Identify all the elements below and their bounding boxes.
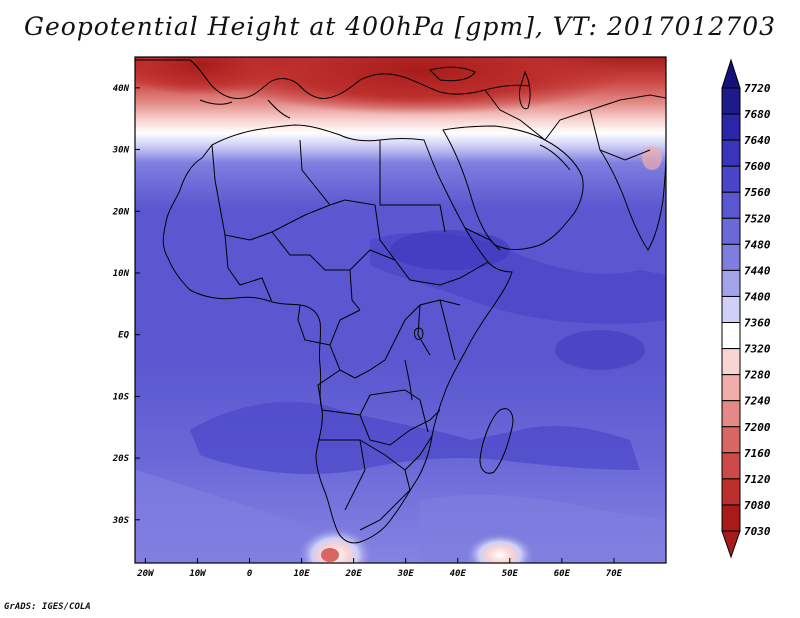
lon-tick-label: 30E xyxy=(397,569,415,579)
lat-tick-label: 40N xyxy=(113,84,130,94)
height-field xyxy=(135,57,666,563)
colorbar-label: 7120 xyxy=(744,473,771,486)
colorbar-label: 7560 xyxy=(744,186,771,199)
lon-tick-label: 70E xyxy=(606,569,623,579)
coastlines xyxy=(135,59,666,544)
lat-tick-label: 30S xyxy=(112,516,130,526)
colorbar-label: 7440 xyxy=(744,264,771,277)
colorbar-swatch xyxy=(721,400,741,428)
colorbar-label: 7680 xyxy=(744,108,771,121)
plot-frame xyxy=(134,56,667,564)
colorbar-swatch xyxy=(721,139,741,167)
colorbar-label: 7200 xyxy=(744,421,771,434)
latitude-axis: 40N 30N 20N 10N EQ 10S 20S 30S xyxy=(112,84,140,526)
colorbar-label: 7720 xyxy=(744,82,771,95)
colorbar-swatch xyxy=(721,87,741,115)
colorbar-top-arrow xyxy=(721,58,741,89)
lon-tick-label: 50E xyxy=(502,569,519,579)
colorbar-label: 7480 xyxy=(744,238,771,251)
lat-tick-label: 10S xyxy=(113,392,130,402)
lon-tick-label: 0 xyxy=(247,569,253,579)
colorbar-label: 7030 xyxy=(744,525,771,538)
longitude-axis: 20W 10W 0 10E 20E 30E 40E 50E 60E 70E xyxy=(136,558,623,579)
colorbar-label: 7520 xyxy=(744,212,771,225)
lat-tick-label: 20S xyxy=(112,454,130,464)
colorbar-swatch xyxy=(721,452,741,480)
lon-tick-label: 20W xyxy=(136,569,155,579)
colorbar-label: 7280 xyxy=(744,369,771,382)
colorbar: 7720 7680 7640 7600 7560 7520 7480 7440 7400 7360… xyxy=(721,58,771,559)
colorbar-label: 7400 xyxy=(744,290,771,303)
colorbar-label: 7320 xyxy=(744,343,771,356)
lon-tick-label: 60E xyxy=(554,569,571,579)
colorbar-label: 7640 xyxy=(744,134,771,147)
colorbar-swatch xyxy=(721,374,741,402)
lat-tick-label: 30N xyxy=(112,146,130,156)
colorbar-swatch xyxy=(721,191,741,219)
lon-tick-label: 20E xyxy=(345,569,363,579)
lat-tick-label: 10N xyxy=(113,269,130,279)
colorbar-swatch xyxy=(721,113,741,141)
colorbar-label: 7600 xyxy=(744,160,771,173)
lon-tick-label: 40E xyxy=(450,569,467,579)
colorbar-swatch xyxy=(721,165,741,193)
colorbar-label: 7160 xyxy=(744,447,771,460)
colorbar-swatch xyxy=(721,269,741,297)
colorbar-label: 7080 xyxy=(744,499,771,512)
lat-tick-label: EQ xyxy=(118,331,129,341)
colorbar-label: 7240 xyxy=(744,395,771,408)
colorbar-bottom-arrow xyxy=(721,530,741,559)
colorbar-swatch xyxy=(721,322,741,350)
lon-tick-label: 10W xyxy=(189,569,207,579)
colorbar-swatch xyxy=(721,243,741,271)
map-title: Geopotential Height at 400hPa [gpm], VT:… xyxy=(23,12,777,41)
colorbar-swatch xyxy=(721,217,741,245)
colorbar-swatch xyxy=(721,504,741,532)
colorbar-swatch xyxy=(721,295,741,324)
colorbar-swatch xyxy=(721,348,741,376)
colorbar-swatch xyxy=(721,426,741,454)
colorbar-label: 7360 xyxy=(744,317,771,330)
lat-tick-label: 20N xyxy=(112,207,130,217)
grads-credit: GrADS: IGES/COLA xyxy=(4,602,91,612)
colorbar-swatch xyxy=(721,478,741,506)
lon-tick-label: 10E xyxy=(293,569,310,579)
